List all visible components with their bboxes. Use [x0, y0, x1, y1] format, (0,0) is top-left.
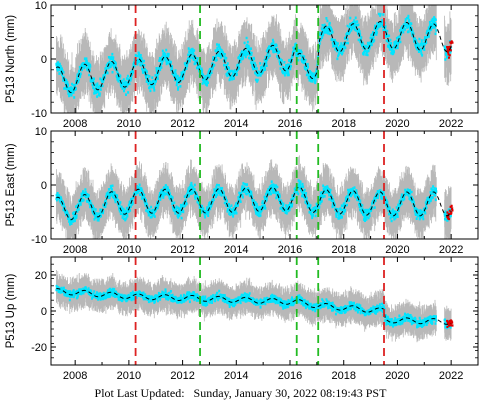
model-curve: [56, 288, 452, 325]
plot-area: [55, 5, 454, 113]
x-tick-label: 2010: [117, 118, 141, 130]
y-tick-label: 0: [41, 54, 47, 66]
panel-3: -20 0 20 2008 2010 2012 2014 2016 2018 2020 2022 P5…: [5, 256, 479, 382]
x-tick-label: 2022: [439, 370, 463, 382]
x-tick-label: 2018: [331, 118, 355, 130]
footer-timestamp: Sunday, January 30, 2022 08:19:43 PST: [193, 386, 387, 400]
y-tick-label: 10: [35, 126, 47, 138]
y-axis-label: P513 East (mm): [5, 143, 17, 226]
x-tick-label: 2018: [331, 244, 355, 256]
plot-footer: Plot Last Updated: Sunday, January 30, 2…: [0, 386, 481, 404]
x-tick-label: 2022: [439, 244, 463, 256]
x-tick-label: 2010: [117, 244, 141, 256]
x-tick-label: 2014: [224, 244, 248, 256]
y-tick-label: 10: [35, 0, 47, 12]
y-tick-label: -10: [31, 234, 47, 246]
x-tick-label: 2014: [224, 118, 248, 130]
x-tick-label: 2018: [331, 370, 355, 382]
x-tick-label: 2012: [170, 244, 194, 256]
x-tick-label: 2016: [278, 244, 302, 256]
error-bars: [56, 270, 452, 343]
x-tick-label: 2022: [439, 118, 463, 130]
recent-points: [446, 319, 454, 328]
x-tick-label: 2020: [385, 118, 409, 130]
x-tick-label: 2008: [63, 118, 87, 130]
x-tick-label: 2008: [63, 370, 87, 382]
footer-label: Plot Last Updated:: [94, 386, 185, 400]
x-tick-label: 2020: [385, 370, 409, 382]
panel-1: -10 0 10 2008 2010 2012 2014 2016 2018 2020 2022 P5…: [5, 0, 479, 130]
y-tick-label: 20: [35, 270, 47, 282]
model-curve: [56, 20, 452, 94]
y-tick-label: -20: [31, 342, 47, 354]
y-tick-label: 0: [41, 306, 47, 318]
model-curve: [56, 186, 452, 221]
y-axis-label: P513 North (mm): [5, 15, 17, 103]
x-tick-label: 2010: [117, 370, 141, 382]
y-tick-label: -10: [31, 108, 47, 120]
y-tick-label: 0: [41, 180, 47, 192]
x-tick-label: 2016: [278, 118, 302, 130]
plot-area: [55, 155, 454, 239]
x-tick-label: 2012: [170, 370, 194, 382]
x-tick-label: 2012: [170, 118, 194, 130]
y-axis-label: P513 Up (mm): [5, 273, 17, 348]
x-tick-label: 2014: [224, 370, 248, 382]
x-tick-label: 2016: [278, 370, 302, 382]
x-tick-label: 2020: [385, 244, 409, 256]
x-tick-label: 2008: [63, 244, 87, 256]
panel-2: -10 0 10 2008 2010 2012 2014 2016 2018 2020 2022 P5…: [5, 126, 479, 256]
observation-points: [55, 284, 453, 330]
plot-area: [55, 270, 454, 343]
